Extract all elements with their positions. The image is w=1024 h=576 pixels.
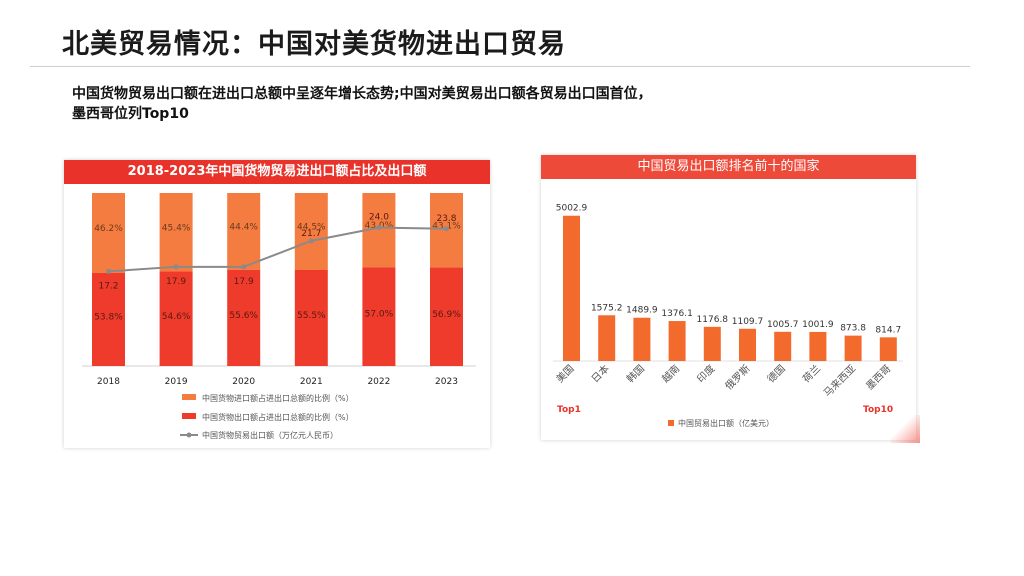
legend-label: 中国贸易出口额（亿美元） bbox=[678, 418, 774, 428]
rank-top10-label: Top10 bbox=[863, 405, 893, 415]
export-amount-line bbox=[108, 226, 447, 273]
export-share-label: 56.9% bbox=[432, 310, 461, 320]
legend-line-label: 中国货物贸易出口额（万亿元人民币） bbox=[202, 430, 338, 440]
export-share-bar bbox=[92, 272, 125, 366]
rank-top1-label: Top1 bbox=[557, 405, 581, 415]
bar-value-label: 1176.8 bbox=[697, 315, 729, 325]
legend-export-swatch bbox=[182, 413, 196, 419]
stacked-chart-title: 2018-2023年中国货物贸易进出口额占比及出口额 bbox=[64, 160, 490, 184]
export-bar bbox=[879, 337, 897, 361]
export-bar bbox=[563, 215, 580, 361]
import-share-bar bbox=[294, 193, 328, 270]
import-share-label: 44.5% bbox=[297, 222, 326, 232]
x-tick-label: 俄罗斯 bbox=[722, 362, 752, 392]
x-tick-label: 2022 bbox=[367, 377, 390, 387]
legend-swatch bbox=[668, 420, 674, 426]
export-bar bbox=[774, 331, 792, 361]
bar-value-label: 5002.9 bbox=[556, 204, 588, 214]
bar-value-label: 873.8 bbox=[840, 324, 866, 334]
export-amount-label: 17.2 bbox=[98, 281, 118, 291]
bar-value-label: 1005.7 bbox=[767, 320, 799, 330]
export-amount-label: 24.0 bbox=[369, 213, 389, 223]
x-tick-label: 马来西亚 bbox=[821, 363, 858, 400]
bar-value-label: 1575.2 bbox=[591, 303, 623, 313]
export-amount-point bbox=[106, 268, 111, 274]
x-tick-label: 2019 bbox=[165, 377, 188, 387]
x-tick-label: 2023 bbox=[435, 377, 458, 387]
export-share-bar bbox=[362, 267, 396, 366]
import-share-label: 45.4% bbox=[162, 223, 191, 233]
export-amount-point bbox=[376, 225, 382, 231]
x-tick-label: 印度 bbox=[694, 362, 717, 385]
export-amount-point bbox=[241, 264, 247, 270]
legend-line-marker bbox=[186, 432, 192, 438]
x-tick-label: 韩国 bbox=[624, 362, 647, 385]
x-tick-label: 墨西哥 bbox=[864, 363, 894, 393]
legend-import-label: 中国货物进口额占进出口总额的比例（%） bbox=[202, 393, 354, 403]
export-amount-label: 23.8 bbox=[436, 214, 456, 224]
subtitle-line-2: 墨西哥位列Top10 bbox=[72, 106, 189, 122]
export-amount-point bbox=[308, 238, 314, 244]
x-tick-label: 2020 bbox=[232, 377, 255, 387]
export-amount-label: 17.9 bbox=[166, 277, 186, 287]
top10-chart-panel: 中国贸易出口额排名前十的国家 5002.9 美国 1575.2 日本 1489.9 韩国 1… bbox=[541, 155, 916, 440]
export-share-label: 55.6% bbox=[229, 311, 258, 321]
x-tick-label: 美国 bbox=[553, 362, 576, 385]
bar-value-label: 1109.7 bbox=[732, 317, 764, 327]
x-tick-label: 荷兰 bbox=[800, 362, 823, 385]
export-bar bbox=[668, 321, 686, 361]
export-share-bar bbox=[430, 267, 463, 366]
import-share-bar bbox=[159, 193, 193, 272]
subtitle-line-1: 中国货物贸易出口额在进出口总额中呈逐年增长态势;中国对美贸易出口额各贸易出口国首… bbox=[72, 86, 652, 102]
bar-value-label: 1376.1 bbox=[661, 309, 693, 319]
import-share-bar bbox=[227, 193, 261, 270]
top10-chart: 5002.9 美国 1575.2 日本 1489.9 韩国 1376.1 越南 1176.8 印度… bbox=[553, 204, 903, 428]
bar-value-label: 1001.9 bbox=[802, 320, 834, 330]
x-tick-label: 日本 bbox=[588, 362, 611, 385]
export-bar bbox=[809, 331, 827, 361]
page-subtitle: 中国货物贸易出口额在进出口总额中呈逐年增长态势;中国对美贸易出口额各贸易出口国首… bbox=[72, 84, 832, 124]
export-share-bar bbox=[159, 271, 193, 366]
export-bar bbox=[703, 326, 721, 361]
export-share-label: 57.0% bbox=[365, 310, 394, 320]
import-share-bar bbox=[92, 193, 125, 273]
export-share-label: 53.8% bbox=[94, 312, 123, 322]
x-tick-label: 越南 bbox=[659, 362, 682, 385]
page-title: 北美贸易情况：中国对美货物进出口贸易 bbox=[62, 29, 566, 60]
x-tick-label: 2018 bbox=[97, 377, 120, 387]
title-divider bbox=[30, 66, 970, 67]
export-share-label: 54.6% bbox=[162, 312, 191, 322]
bar-value-label: 1489.9 bbox=[626, 306, 658, 316]
export-amount-label: 17.9 bbox=[234, 277, 254, 287]
export-amount-point bbox=[173, 264, 179, 270]
x-tick-label: 德国 bbox=[764, 362, 787, 385]
import-share-label: 44.4% bbox=[229, 222, 258, 232]
export-amount-label: 21.7 bbox=[301, 229, 321, 239]
stacked-chart-panel: 2018-2023年中国货物贸易进出口额占比及出口额 46.2% 53.8% 201… bbox=[64, 160, 490, 448]
top10-chart-title: 中国贸易出口额排名前十的国家 bbox=[541, 155, 916, 179]
export-bar bbox=[598, 315, 616, 361]
legend-import-swatch bbox=[182, 394, 196, 400]
stacked-chart: 46.2% 53.8% 2018 45.4% 54.6% 2019 44.4% 55.6% 20… bbox=[82, 193, 476, 440]
export-share-label: 55.5% bbox=[297, 311, 326, 321]
import-share-label: 46.2% bbox=[94, 224, 123, 234]
legend-export-label: 中国货物出口额占进出口总额的比例（%） bbox=[202, 412, 354, 422]
export-share-bar bbox=[294, 269, 328, 366]
export-share-bar bbox=[227, 269, 261, 366]
export-bar bbox=[844, 335, 862, 361]
corner-decoration bbox=[890, 415, 920, 443]
export-bar bbox=[633, 317, 651, 361]
bar-value-label: 814.7 bbox=[875, 325, 901, 335]
export-amount-point bbox=[444, 226, 449, 232]
x-tick-label: 2021 bbox=[300, 377, 323, 387]
export-bar bbox=[739, 328, 756, 361]
